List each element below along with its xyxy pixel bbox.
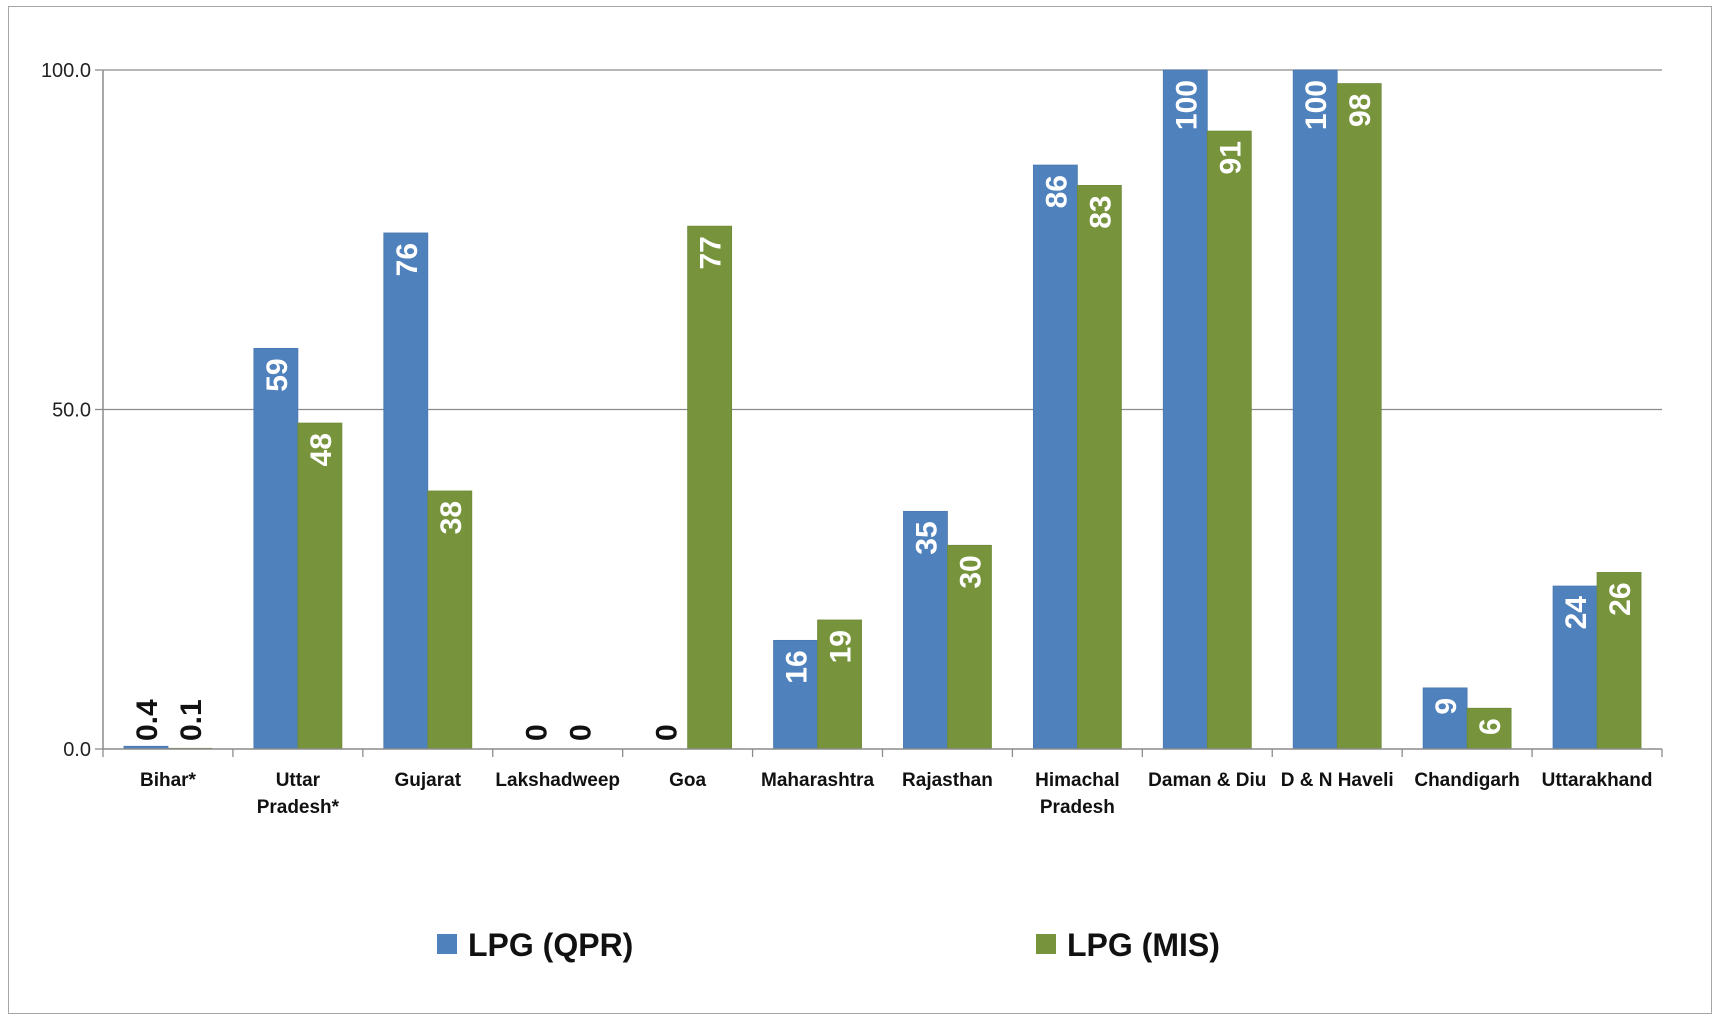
data-label-qpr: 59 [261, 358, 294, 391]
bar-mis [1466, 707, 1512, 750]
bar-mis [297, 422, 343, 750]
data-label-qpr: 0 [521, 724, 554, 741]
data-label-mis: 0 [565, 724, 598, 741]
data-label-mis: 30 [954, 555, 987, 588]
data-label-qpr: 16 [781, 650, 814, 683]
legend-item-qpr: LPG (QPR) [437, 927, 633, 963]
data-label-qpr: 100 [1300, 80, 1333, 130]
legend-swatch [1036, 934, 1056, 954]
data-label-mis: 19 [825, 630, 858, 663]
bar-qpr [383, 232, 429, 750]
axes: 0.0 50.0 100.0 Bihar* Uttar Pradesh* Gujarat La… [41, 60, 1663, 818]
data-label-mis: 6 [1474, 718, 1507, 735]
x-category-label: Lakshadweep [495, 770, 620, 791]
data-label-mis: 77 [695, 236, 728, 269]
data-label-qpr: 35 [910, 521, 943, 554]
x-category-label: Bihar* [140, 770, 197, 791]
x-category-label: Chandigarh [1414, 770, 1520, 791]
bar-qpr [253, 347, 299, 750]
x-category-label: Uttarakhand [1542, 770, 1653, 791]
bars [123, 69, 1642, 750]
x-category-label: Uttar Pradesh* [257, 770, 340, 818]
data-label-mis: 98 [1344, 94, 1377, 127]
bar-mis [1336, 83, 1382, 750]
bar-qpr [1162, 69, 1208, 750]
bar-qpr [773, 639, 818, 750]
data-label-qpr: 100 [1170, 80, 1203, 130]
bar-mis [1206, 130, 1252, 750]
gridlines [103, 69, 1662, 411]
x-category-label: D & N Haveli [1281, 770, 1394, 791]
data-label-qpr: 86 [1040, 175, 1073, 208]
bar-mis [427, 490, 473, 750]
x-category-label: Gujarat [395, 770, 462, 791]
data-label-mis: 26 [1604, 582, 1637, 615]
x-category-label: Daman & Diu [1148, 770, 1266, 791]
data-label-mis: 0.1 [175, 699, 208, 741]
bar-qpr [1422, 687, 1468, 750]
bar-qpr [1032, 164, 1078, 750]
data-label-mis: 91 [1214, 141, 1247, 174]
data-label-qpr: 0.4 [131, 699, 164, 741]
data-label-qpr: 24 [1560, 596, 1593, 630]
data-label-mis: 48 [305, 433, 338, 466]
bar-mis [1076, 185, 1122, 750]
data-label-qpr: 76 [391, 243, 424, 276]
y-tick-label: 0.0 [63, 739, 91, 761]
bar-qpr [1292, 69, 1338, 750]
bar-mis [687, 225, 733, 750]
legend: LPG (QPR) LPG (MIS) [437, 927, 1220, 963]
x-category-label: Himachal Pradesh [1035, 770, 1119, 818]
legend-label: LPG (MIS) [1067, 927, 1220, 963]
legend-item-mis: LPG (MIS) [1036, 927, 1220, 963]
legend-swatch [437, 934, 457, 954]
y-tick-label: 50.0 [52, 400, 91, 422]
data-label-qpr: 9 [1430, 698, 1463, 715]
legend-label: LPG (QPR) [468, 927, 633, 963]
y-tick-label: 100.0 [41, 60, 91, 82]
data-label-mis: 38 [435, 501, 468, 534]
x-category-label: Rajasthan [902, 770, 993, 791]
data-label-mis: 83 [1084, 195, 1117, 228]
bar-qpr [903, 510, 948, 750]
x-category-label: Goa [669, 770, 706, 791]
x-category-label: Maharashtra [761, 770, 874, 791]
bar-mis [817, 619, 862, 750]
bar-mis [947, 544, 992, 750]
data-label-qpr: 0 [651, 724, 684, 741]
